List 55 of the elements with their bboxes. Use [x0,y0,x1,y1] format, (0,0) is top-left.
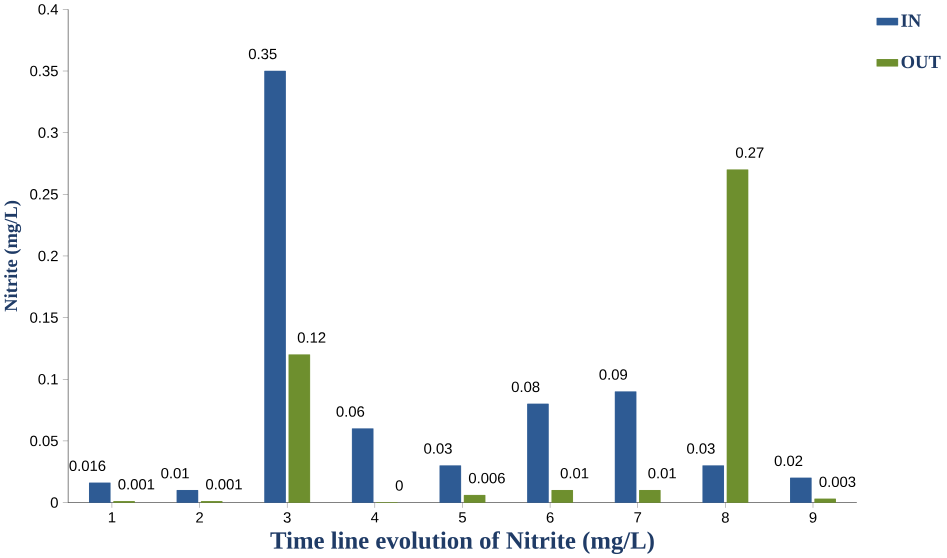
x-tick-label: 3 [284,512,291,523]
x-tick-label: 4 [371,512,379,522]
data-label: 0.01 [648,468,676,478]
bar [464,494,486,503]
bar [639,490,661,503]
y-tick-label: 0.1 [38,374,58,384]
data-label: 0.02 [774,456,802,466]
data-label: 0.08 [512,382,540,392]
data-label: 0.27 [736,147,764,158]
x-tick-label: 9 [810,512,816,523]
y-tick-label: 0 [50,497,58,508]
data-label: 0.001 [118,478,154,490]
y-tick-label: 0.15 [30,312,58,323]
y-tick-label: 0.05 [30,436,58,446]
x-tick-label: 2 [196,512,203,522]
data-label: 0.09 [599,369,628,380]
bar [551,490,574,503]
bar [614,391,636,503]
data-label: 0.06 [336,406,364,417]
legend-label: IN [901,14,921,27]
bar [702,465,724,503]
data-label: 0.016 [69,460,106,471]
bar [790,478,812,503]
y-tick-label: 0.3 [38,127,58,138]
data-label: 0.12 [298,332,326,343]
bar [527,404,549,503]
bar [264,70,286,503]
y-axis-title: Nitrite (mg/L) [4,200,22,312]
data-label: 0.001 [206,478,242,490]
x-tick-label: 7 [634,512,642,522]
data-label: 0.03 [687,443,715,454]
data-label: 0 [396,480,403,491]
legend-label: OUT [902,56,941,68]
bar [814,498,836,503]
data-label: 0.01 [161,468,189,478]
x-axis-title: Time line evolution of Nitrite (mg/L) [270,531,654,554]
y-tick-label: 0.2 [38,250,58,262]
bar [88,482,111,503]
data-label: 0.01 [560,468,588,478]
y-tick-label: 0.4 [38,4,58,15]
data-label: 0.35 [248,48,277,60]
data-label: 0.006 [468,472,505,484]
y-tick-label: 0.25 [30,188,58,200]
bar [726,169,748,503]
x-tick-label: 5 [458,512,466,522]
x-tick-label: 8 [722,512,729,523]
bar [288,354,310,503]
x-tick-label: 6 [546,512,554,523]
x-tick-label: 1 [108,512,116,522]
bar [440,465,462,503]
data-label: 0.003 [819,476,856,487]
bar [176,490,198,503]
y-tick-label: 0.35 [30,66,58,76]
bar [352,428,374,503]
data-label: 0.03 [424,443,452,454]
